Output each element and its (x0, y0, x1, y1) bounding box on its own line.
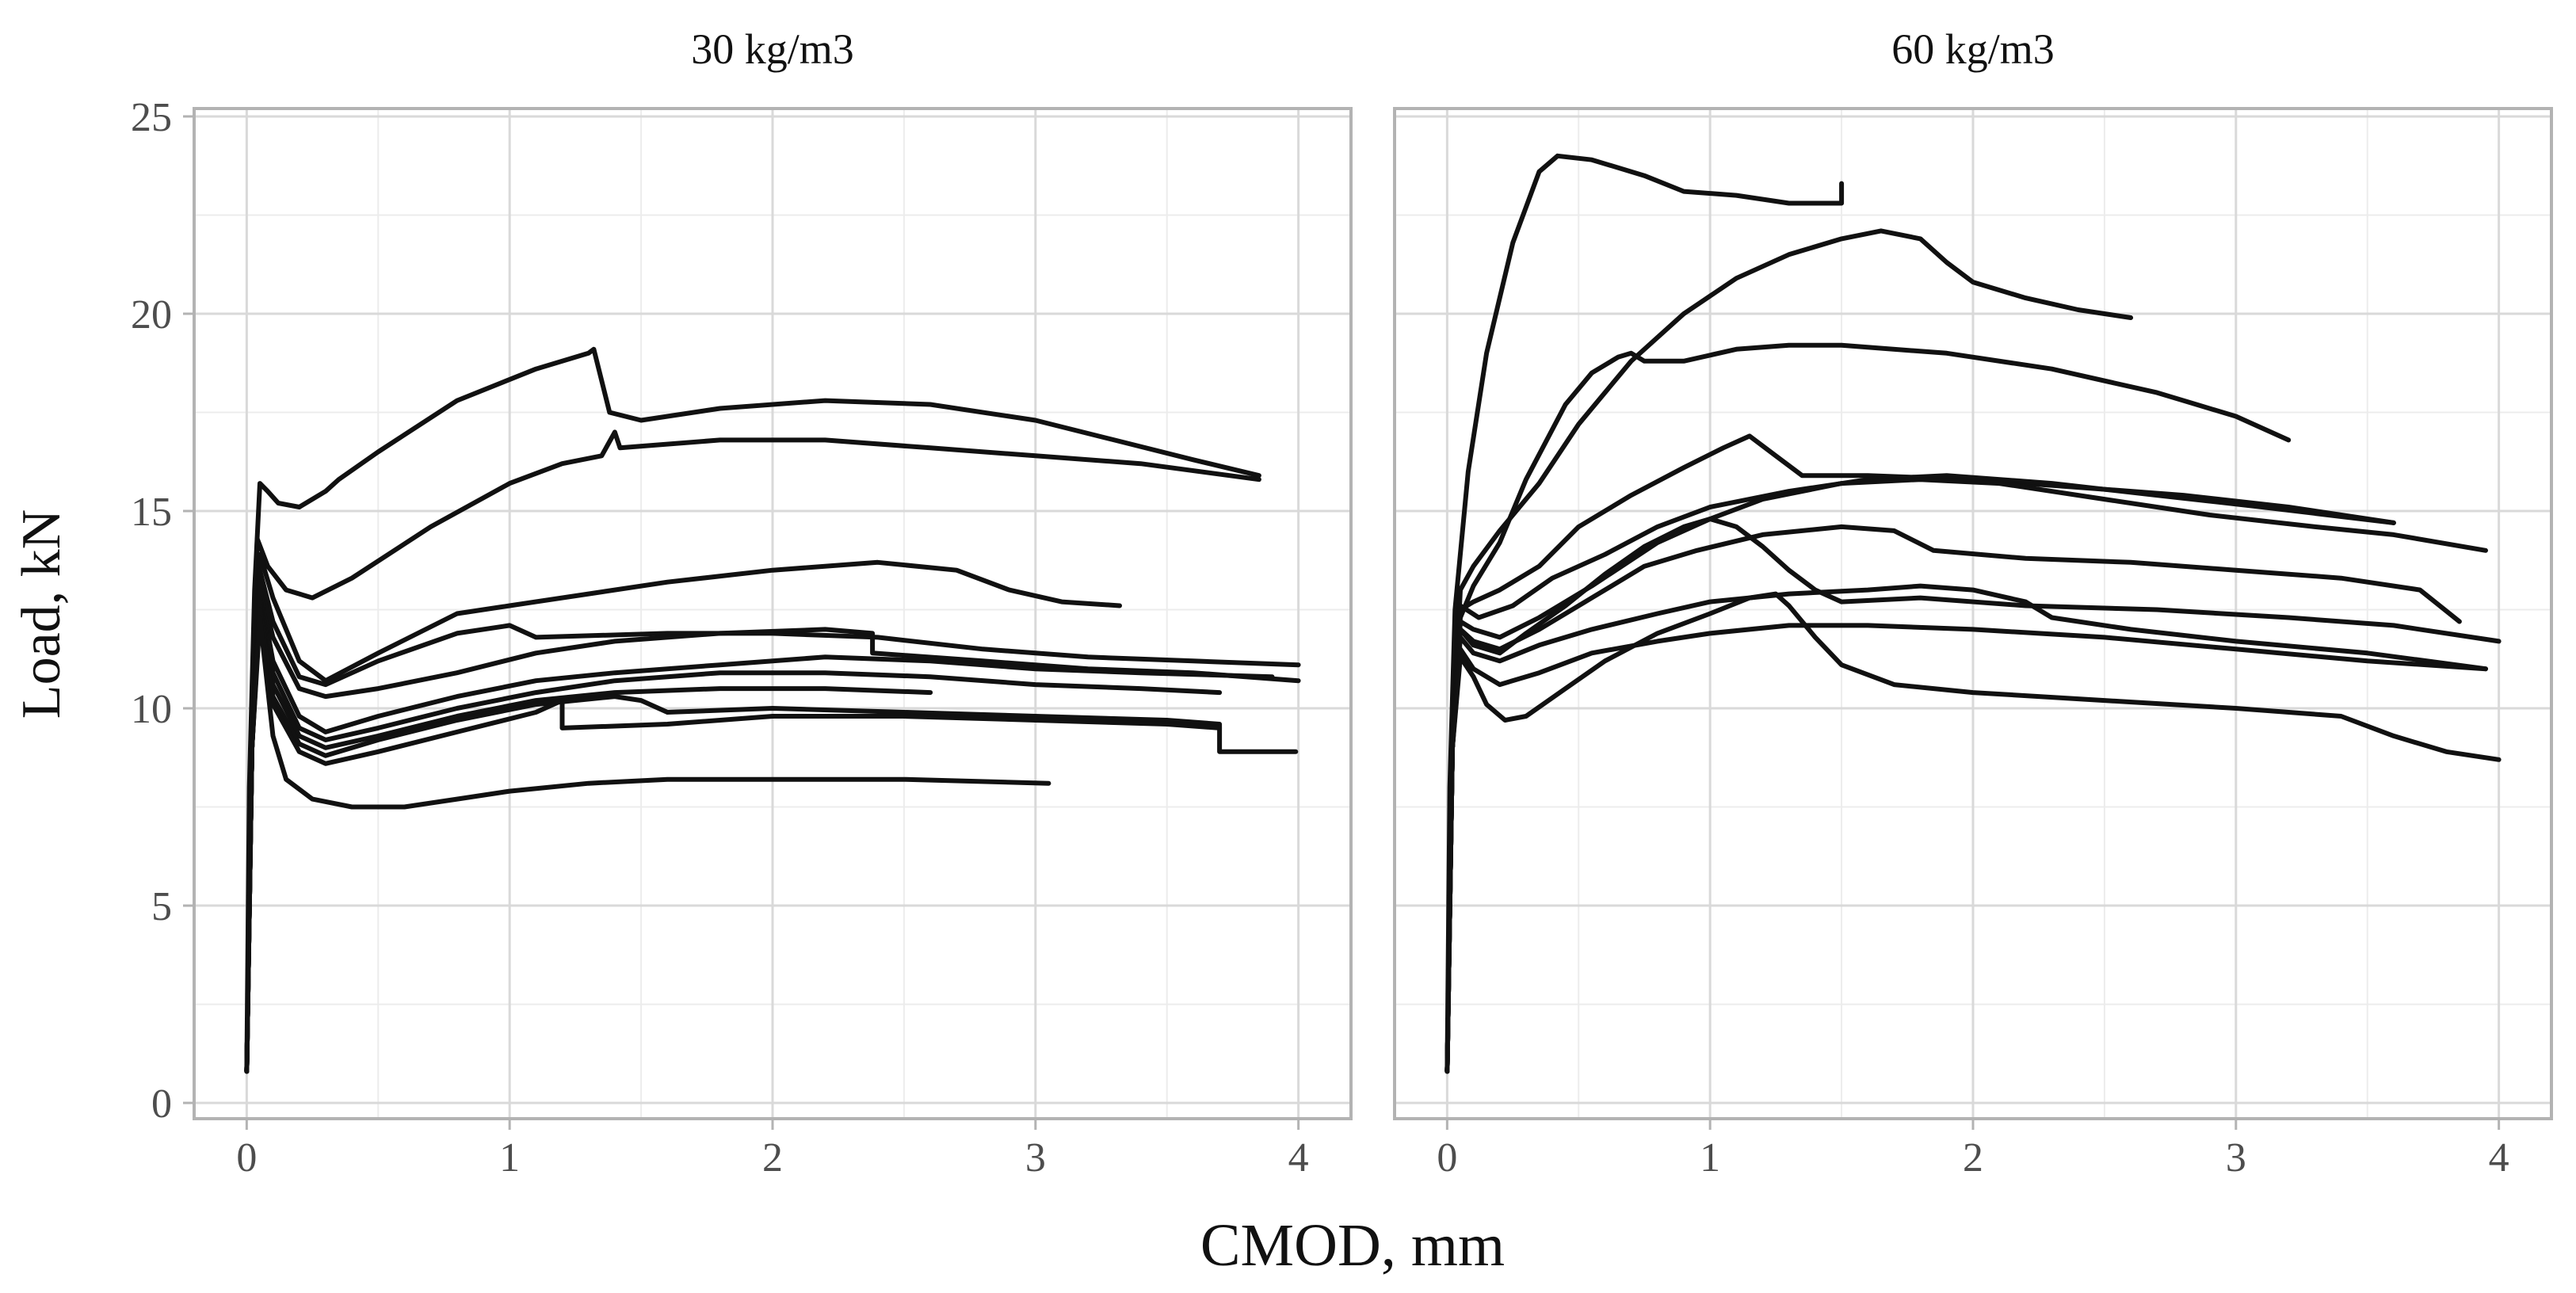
series-line (1444, 517, 2502, 1074)
series-line (1444, 153, 1845, 1074)
panel-title: 30 kg/m3 (691, 25, 854, 73)
y-tick-label: 25 (131, 95, 172, 140)
series-line (244, 346, 1261, 1074)
series-line (244, 551, 1122, 1074)
x-tick-label: 2 (1963, 1135, 1983, 1180)
x-axis-ticks: 0 1 2 3 4 (1437, 1119, 2509, 1180)
series-line (1444, 228, 2134, 1074)
x-axis-ticks: 0 1 2 3 4 (236, 1119, 1309, 1180)
panel-60kg: 60 kg/m3 0 1 2 3 4 (1393, 25, 2553, 1180)
panel-series (1444, 153, 2502, 1074)
panel-series (244, 346, 1301, 1074)
y-tick-label: 5 (151, 884, 172, 929)
series-line (244, 579, 1301, 1074)
y-tick-label: 15 (131, 490, 172, 535)
panel-title: 60 kg/m3 (1891, 25, 2055, 73)
x-tick-label: 4 (2489, 1135, 2509, 1180)
x-tick-label: 1 (1700, 1135, 1720, 1180)
x-tick-label: 3 (2226, 1135, 2246, 1180)
series-line (1444, 591, 2502, 1074)
x-axis-title: CMOD, mm (1200, 1212, 1505, 1279)
series-line (244, 429, 1261, 1074)
series-line (244, 567, 1301, 1074)
series-line (1444, 524, 2462, 1074)
y-tick-label: 20 (131, 292, 172, 338)
series-line (244, 607, 1223, 1074)
y-axis-title: Load, kN (11, 509, 72, 719)
series-line (1444, 583, 2488, 1074)
y-axis-ticks: 0 5 10 15 20 25 (131, 95, 194, 1127)
x-tick-label: 1 (499, 1135, 520, 1180)
x-tick-label: 2 (762, 1135, 783, 1180)
panel-30kg: 30 kg/m3 0 1 2 3 4 0 5 10 15 20 25 (131, 25, 1353, 1180)
series-line (244, 599, 933, 1074)
x-tick-label: 0 (1437, 1135, 1457, 1180)
x-tick-label: 0 (236, 1135, 257, 1180)
x-tick-label: 4 (1288, 1135, 1309, 1180)
series-line (1444, 473, 2396, 1074)
y-tick-label: 0 (151, 1081, 172, 1127)
series-line (244, 615, 1051, 1074)
panel-grid (194, 109, 1351, 1119)
series-line (1444, 477, 2488, 1074)
series-line (1444, 342, 2292, 1074)
y-tick-label: 10 (131, 687, 172, 732)
x-tick-label: 3 (1025, 1135, 1046, 1180)
series-line (1444, 623, 2488, 1074)
